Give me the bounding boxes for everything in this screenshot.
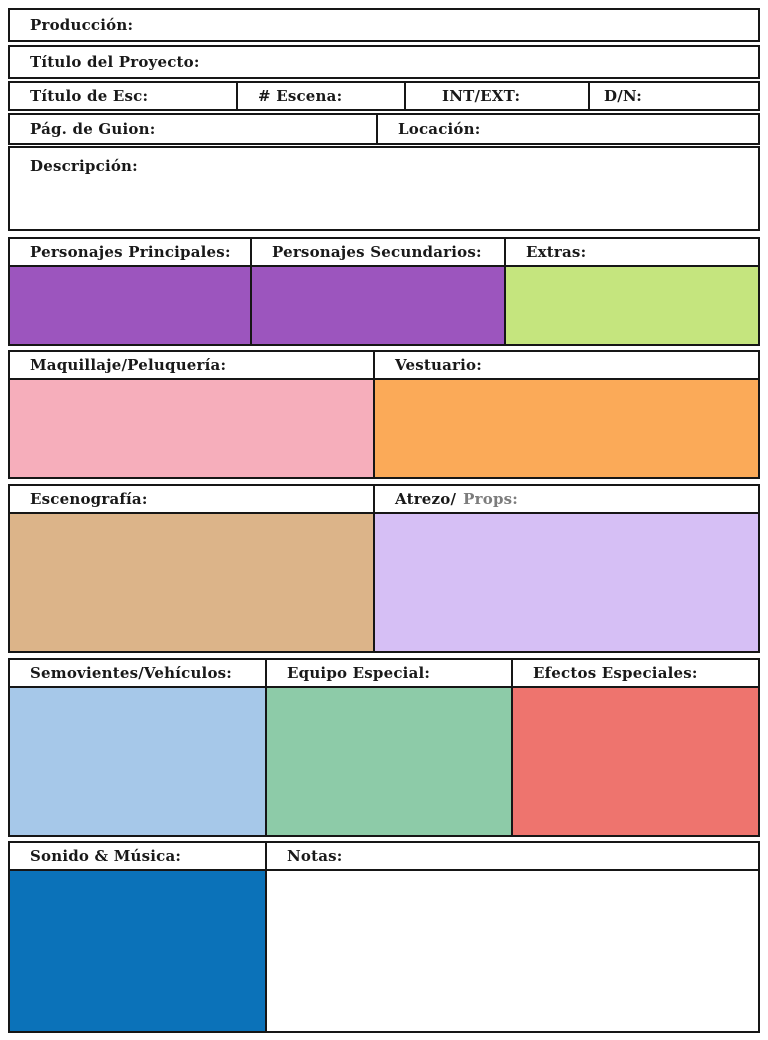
personajes-secundarios-fill-area	[252, 267, 506, 344]
vestuario-label: Vestuario:	[395, 356, 482, 374]
equipo-especial-fill-area	[267, 688, 513, 835]
num-escena-field: # Escena:	[238, 83, 406, 109]
personajes-principales-header: Personajes Principales:	[10, 239, 252, 267]
maquillaje-label: Maquillaje/Peluquería:	[30, 356, 227, 374]
personajes-secundarios-label: Personajes Secundarios:	[272, 243, 482, 261]
atrezo-header: Atrezo/ Props:	[375, 486, 758, 514]
semovientes-label: Semovientes/Vehículos:	[30, 664, 233, 682]
extras-fill-area	[506, 267, 758, 344]
int-ext-label: INT/EXT:	[442, 87, 521, 105]
escenografia-label: Escenografía:	[30, 490, 148, 508]
semovientes-fill-area	[10, 688, 267, 835]
sonido-musica-fill-area	[10, 871, 267, 1031]
personajes-principales-fill-area	[10, 267, 252, 344]
atrezo-fill-area	[375, 514, 758, 651]
extras-label: Extras:	[526, 243, 587, 261]
personajes-section: Personajes Principales: Personajes Secun…	[8, 237, 760, 346]
efectos-especiales-header: Efectos Especiales:	[513, 660, 758, 688]
maquillaje-vestuario-section: Maquillaje/Peluquería: Vestuario:	[8, 350, 760, 479]
titulo-esc-field: Título de Esc:	[10, 83, 238, 109]
equipo-especial-header: Equipo Especial:	[267, 660, 513, 688]
maquillaje-header: Maquillaje/Peluquería:	[10, 352, 375, 380]
equipo-especial-label: Equipo Especial:	[287, 664, 431, 682]
pag-guion-label: Pág. de Guion:	[30, 120, 156, 138]
int-ext-field: INT/EXT:	[406, 83, 590, 109]
num-escena-label: # Escena:	[258, 87, 343, 105]
escenografia-header: Escenografía:	[10, 486, 375, 514]
descripcion-field: Descripción:	[8, 146, 760, 231]
semovientes-equipo-efectos-section: Semovientes/Vehículos: Equipo Especial: …	[8, 658, 760, 837]
titulo-proyecto-field: Título del Proyecto:	[8, 45, 760, 79]
sonido-musica-label: Sonido & Música:	[30, 847, 182, 865]
escenografia-atrezo-section: Escenografía: Atrezo/ Props:	[8, 484, 760, 653]
semovientes-header: Semovientes/Vehículos:	[10, 660, 267, 688]
notas-fill-area	[267, 871, 758, 1031]
script-location-row: Pág. de Guion: Locación:	[8, 113, 760, 145]
notas-header: Notas:	[267, 843, 758, 871]
vestuario-fill-area	[375, 380, 758, 477]
descripcion-label: Descripción:	[30, 157, 138, 175]
escenografia-fill-area	[10, 514, 375, 651]
sonido-notas-section: Sonido & Música: Notas:	[8, 841, 760, 1033]
dia-noche-field: D/N:	[590, 83, 758, 109]
titulo-esc-label: Título de Esc:	[30, 87, 149, 105]
notas-label: Notas:	[287, 847, 343, 865]
efectos-especiales-label: Efectos Especiales:	[533, 664, 698, 682]
personajes-secundarios-header: Personajes Secundarios:	[252, 239, 506, 267]
titulo-proyecto-label: Título del Proyecto:	[30, 53, 200, 71]
pag-guion-field: Pág. de Guion:	[10, 115, 378, 143]
extras-header: Extras:	[506, 239, 758, 267]
scene-info-row: Título de Esc: # Escena: INT/EXT: D/N:	[8, 81, 760, 111]
locacion-field: Locación:	[378, 115, 758, 143]
atrezo-label: Atrezo/	[395, 490, 457, 508]
sonido-musica-header: Sonido & Música:	[10, 843, 267, 871]
efectos-especiales-fill-area	[513, 688, 758, 835]
locacion-label: Locación:	[398, 120, 481, 138]
personajes-principales-label: Personajes Principales:	[30, 243, 231, 261]
props-label: Props:	[463, 490, 519, 508]
produccion-field: Producción:	[8, 8, 760, 42]
maquillaje-fill-area	[10, 380, 375, 477]
produccion-label: Producción:	[30, 16, 134, 34]
vestuario-header: Vestuario:	[375, 352, 758, 380]
dia-noche-label: D/N:	[604, 87, 642, 105]
